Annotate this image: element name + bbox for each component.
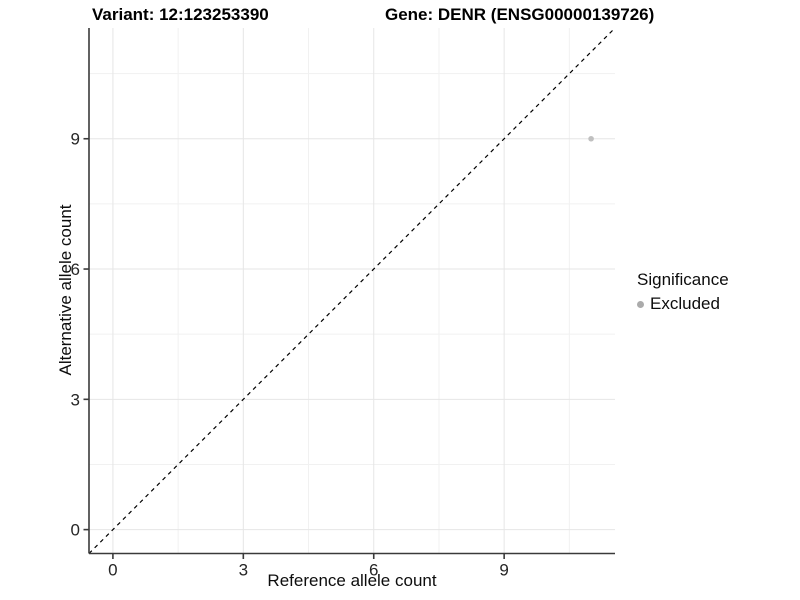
x-axis-label: Reference allele count xyxy=(267,571,437,590)
y-tick-label: 9 xyxy=(71,130,80,149)
x-tick-label: 0 xyxy=(108,561,117,580)
x-tick-label: 3 xyxy=(239,561,248,580)
x-tick-label: 9 xyxy=(499,561,508,580)
legend: Significance Excluded xyxy=(637,270,729,314)
identity-line xyxy=(88,27,616,554)
gene-title: Gene: DENR (ENSG00000139726) xyxy=(385,5,655,24)
legend-item-label: Excluded xyxy=(650,294,720,313)
legend-item-excluded: Excluded xyxy=(637,294,729,314)
y-axis-label: Alternative allele count xyxy=(56,204,75,376)
y-tick-label: 6 xyxy=(71,260,80,279)
y-tick-label: 0 xyxy=(71,521,80,540)
legend-point-icon xyxy=(637,300,644,308)
x-tick-label: 6 xyxy=(369,561,378,580)
variant-title: Variant: 12:123253390 xyxy=(92,5,269,24)
y-tick-label: 3 xyxy=(71,390,80,409)
legend-title: Significance xyxy=(637,270,729,289)
data-point-excluded xyxy=(588,135,594,142)
